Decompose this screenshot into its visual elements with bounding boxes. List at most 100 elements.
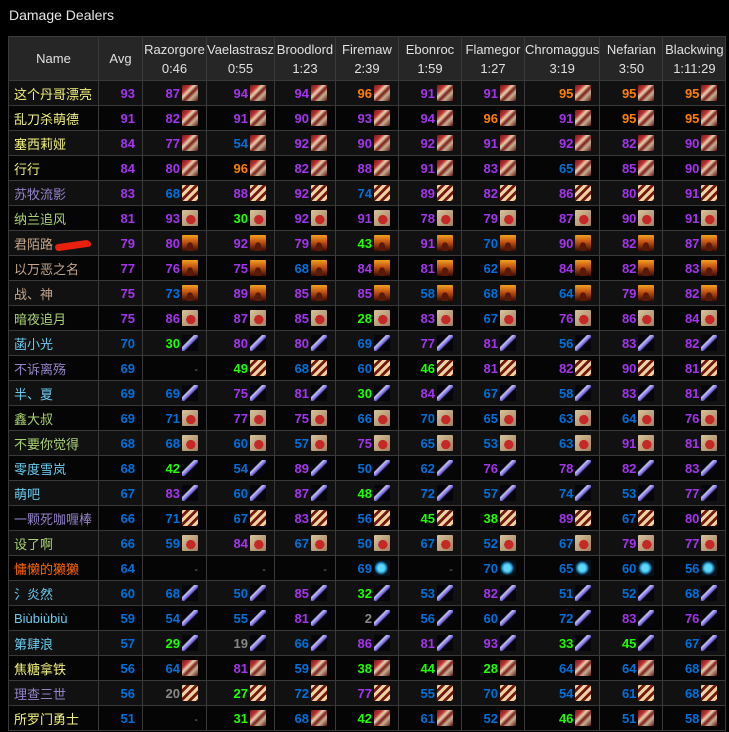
table-row[interactable]: 不要你觉得 68 68 60 57 75 65 53 63 91 81 <box>8 430 727 456</box>
boss-parse-cell[interactable]: 69 <box>334 330 399 356</box>
player-name-cell[interactable]: 设了啊 <box>8 530 99 556</box>
parse-score[interactable]: 91 <box>684 210 700 226</box>
boss-parse-cell[interactable]: 69 <box>334 555 399 581</box>
parse-score[interactable]: 76 <box>483 460 498 476</box>
player-name[interactable]: 塞西莉娅 <box>14 136 67 152</box>
parse-score[interactable]: 77 <box>684 485 700 501</box>
parse-score[interactable]: 90 <box>357 135 372 151</box>
boss-parse-cell[interactable]: 92 <box>397 130 462 156</box>
parse-score[interactable]: 82 <box>165 110 180 126</box>
boss-parse-cell[interactable]: 58 <box>523 380 601 406</box>
boss-parse-cell[interactable]: 28 <box>460 655 525 681</box>
parse-score[interactable]: 45 <box>420 510 435 526</box>
boss-parse-cell[interactable]: 60 <box>460 605 525 631</box>
boss-parse-cell[interactable]: 29 <box>142 630 207 656</box>
parse-score[interactable]: 67 <box>684 635 700 651</box>
boss-parse-cell[interactable]: 42 <box>334 705 399 731</box>
boss-parse-cell[interactable]: 71 <box>142 405 207 431</box>
parse-score[interactable]: 85 <box>294 285 309 301</box>
parse-score[interactable]: 77 <box>684 535 700 551</box>
boss-parse-cell[interactable]: 92 <box>273 130 336 156</box>
boss-parse-cell[interactable]: 91 <box>206 105 275 131</box>
boss-parse-cell[interactable]: 52 <box>599 580 664 606</box>
parse-score[interactable]: 82 <box>684 335 700 351</box>
parse-score[interactable]: 30 <box>357 385 372 401</box>
parse-score[interactable]: 68 <box>483 285 498 301</box>
parse-score[interactable]: 75 <box>294 410 309 426</box>
table-row[interactable]: 纳兰追风 81 93 30 92 91 78 79 87 90 91 <box>8 205 727 231</box>
parse-score[interactable]: 87 <box>684 235 700 251</box>
boss-parse-cell[interactable]: 49 <box>206 355 275 381</box>
boss-parse-cell[interactable]: 91 <box>334 205 399 231</box>
parse-score[interactable]: 53 <box>483 435 498 451</box>
player-name[interactable]: 乱刀杀萌德 <box>14 111 80 127</box>
boss-parse-cell[interactable]: 45 <box>397 505 462 531</box>
boss-parse-cell[interactable]: 82 <box>662 330 727 356</box>
parse-score[interactable]: 65 <box>483 410 498 426</box>
parse-score[interactable]: 92 <box>294 210 309 226</box>
boss-parse-cell[interactable]: 46 <box>523 705 601 731</box>
parse-score[interactable]: 87 <box>558 210 574 226</box>
parse-score[interactable]: 93 <box>483 635 498 651</box>
parse-score[interactable]: 31 <box>233 710 248 726</box>
boss-parse-cell[interactable]: 81 <box>397 630 462 656</box>
parse-score[interactable]: 67 <box>621 510 637 526</box>
boss-parse-cell[interactable]: 86 <box>334 630 399 656</box>
boss-parse-cell[interactable]: 50 <box>206 580 275 606</box>
player-name-cell[interactable]: 这个丹哥漂亮 <box>8 80 99 106</box>
boss-parse-cell[interactable]: 81 <box>662 355 727 381</box>
boss-parse-cell[interactable]: 45 <box>599 630 664 656</box>
boss-parse-cell[interactable]: 30 <box>206 205 275 231</box>
player-name-cell[interactable]: 不要你觉得 <box>8 430 99 456</box>
parse-score[interactable]: 91 <box>558 110 574 126</box>
boss-parse-cell[interactable]: 67 <box>662 630 727 656</box>
parse-score[interactable]: 79 <box>294 235 309 251</box>
column-header-boss[interactable]: Vaelastrasz 0:55 <box>206 36 275 81</box>
parse-score[interactable]: 81 <box>294 610 309 626</box>
boss-parse-cell[interactable]: 63 <box>523 405 601 431</box>
parse-score[interactable]: 85 <box>294 310 309 326</box>
parse-score[interactable]: 92 <box>558 135 574 151</box>
boss-parse-cell[interactable]: 74 <box>523 480 601 506</box>
boss-parse-cell[interactable]: 85 <box>334 280 399 306</box>
boss-parse-cell[interactable]: 66 <box>273 630 336 656</box>
player-name-cell[interactable]: 氵炎然 <box>8 580 99 606</box>
boss-parse-cell[interactable]: 38 <box>334 655 399 681</box>
boss-parse-cell[interactable]: 67 <box>397 530 462 556</box>
parse-score[interactable]: 54 <box>165 610 180 626</box>
player-name-cell[interactable]: 一颗死咖喱棒 <box>8 505 99 531</box>
parse-score[interactable]: 76 <box>558 310 574 326</box>
boss-parse-cell[interactable]: 42 <box>142 455 207 481</box>
boss-parse-cell[interactable]: 64 <box>599 655 664 681</box>
boss-parse-cell[interactable]: 59 <box>273 655 336 681</box>
column-header-boss[interactable]: Ebonroc 1:59 <box>397 36 462 81</box>
player-name-cell[interactable]: 以万恶之名 <box>8 255 99 281</box>
parse-score[interactable]: 92 <box>294 135 309 151</box>
parse-score[interactable]: 90 <box>684 160 700 176</box>
player-name-cell[interactable]: 不诉离殇 <box>8 355 99 381</box>
boss-parse-cell[interactable]: 91 <box>397 230 462 256</box>
player-name-cell[interactable]: Biùbiùbiù <box>8 605 99 631</box>
boss-parse-cell[interactable]: 78 <box>397 205 462 231</box>
parse-score[interactable]: 96 <box>483 110 498 126</box>
parse-score[interactable]: 84 <box>420 385 435 401</box>
player-name-cell[interactable]: 慵懒的獭獭 <box>8 555 99 581</box>
player-name-cell[interactable]: 鑫大叔 <box>8 405 99 431</box>
parse-score[interactable]: 85 <box>357 285 372 301</box>
parse-score[interactable]: 69 <box>357 335 372 351</box>
parse-score[interactable]: 67 <box>558 535 574 551</box>
column-header-boss[interactable]: Broodlord 1:23 <box>273 36 336 81</box>
boss-parse-cell[interactable]: 77 <box>662 530 727 556</box>
player-name[interactable]: 纳兰追风 <box>14 211 67 227</box>
boss-parse-cell[interactable]: 31 <box>206 705 275 731</box>
boss-parse-cell[interactable]: 62 <box>397 455 462 481</box>
parse-score[interactable]: 2 <box>364 610 372 626</box>
parse-score[interactable]: 89 <box>233 285 248 301</box>
table-row[interactable]: 苏牧流影 83 68 88 92 74 89 82 86 80 91 <box>8 180 727 206</box>
boss-parse-cell[interactable]: 64 <box>523 280 601 306</box>
boss-parse-cell[interactable]: 89 <box>523 505 601 531</box>
parse-score[interactable]: 52 <box>483 710 498 726</box>
boss-parse-cell[interactable]: 56 <box>523 330 601 356</box>
parse-score[interactable]: 68 <box>294 260 309 276</box>
parse-score[interactable]: 95 <box>621 85 637 101</box>
